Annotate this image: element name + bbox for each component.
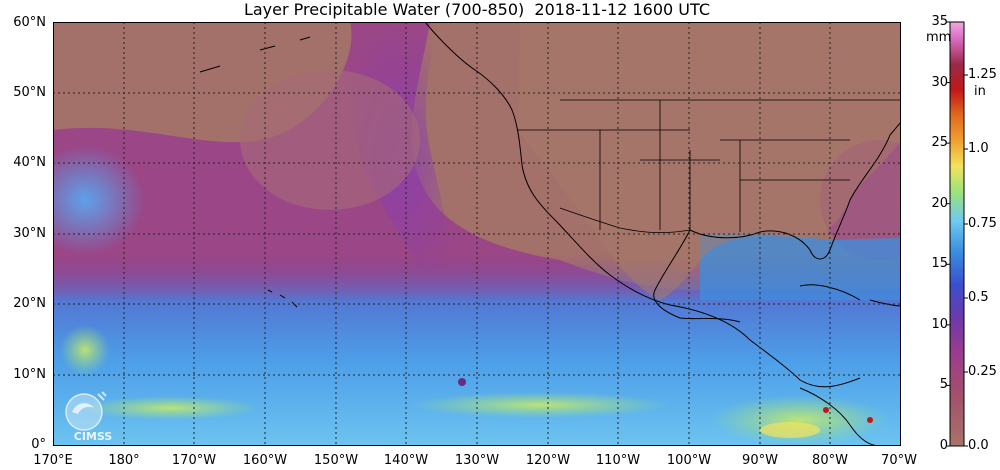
state-borders: [518, 100, 850, 232]
lat-label-60n: 60°N: [13, 15, 46, 30]
lat-label-0: 0°: [31, 437, 46, 452]
south-america-coastline: [799, 387, 881, 446]
red-spot-2: [867, 417, 873, 423]
colorbar-gradient: [949, 21, 965, 447]
colorbar-in-0-25: 0.25: [968, 364, 997, 379]
map-frame: [53, 22, 901, 446]
colorbar-in-0-0: 0.0: [968, 438, 989, 453]
colorbar-mm-35: 35: [931, 14, 948, 29]
colorbar-mm-10: 10: [931, 317, 948, 332]
gulf-atlantic-coastline: [689, 121, 901, 260]
colorbar-mm-30: 30: [931, 75, 948, 90]
dry-spot: [458, 378, 466, 386]
svg-text:CIMSS: CIMSS: [74, 430, 113, 443]
colorbar-mm-5: 5: [939, 377, 948, 392]
colorbar-in-unit: in: [974, 84, 986, 99]
colorbar-mm-unit: mm: [926, 30, 952, 45]
lon-label-170w: 170°W: [171, 453, 217, 468]
lat-label-10n: 10°N: [13, 367, 46, 382]
lon-label-120w: 120°W: [525, 453, 571, 468]
colorbar-mm-20: 20: [931, 196, 948, 211]
coastlines: [424, 22, 901, 446]
lon-label-150w: 150°W: [313, 453, 359, 468]
colorbar-in-0-5: 0.5: [968, 290, 989, 305]
colorbar: [946, 21, 968, 447]
colorbar-mm-25: 25: [931, 135, 948, 150]
map-title: Layer Precipitable Water (700-850) 2018-…: [243, 0, 711, 19]
colorbar-in-1-0: 1.0: [968, 141, 989, 156]
lat-label-50n: 50°N: [13, 85, 46, 100]
lon-label-170e: 170°E: [33, 453, 73, 468]
itcz-streak-central: [410, 392, 670, 418]
gulf-moisture: [700, 232, 901, 300]
dry-swirl: [240, 70, 420, 210]
itcz-streak-east: [710, 395, 890, 445]
lat-label-20n: 20°N: [13, 296, 46, 311]
colorbar-mm-0: 0: [939, 438, 948, 453]
lon-label-100w: 100°W: [666, 453, 712, 468]
green-patch-west: [60, 325, 110, 375]
lon-label-110w: 110°W: [595, 453, 641, 468]
lon-label-90w: 90°W: [742, 453, 778, 468]
lon-label-160w: 160°W: [242, 453, 288, 468]
aleutian-islands: [199, 36, 311, 73]
graticule: [53, 22, 901, 446]
lon-label-140w: 140°W: [383, 453, 429, 468]
colorbar-mm-ticks: [946, 21, 950, 447]
cimss-logo: CIMSS: [65, 391, 113, 443]
red-spot: [823, 407, 829, 413]
field-layer: [53, 22, 901, 446]
us-mexico-border: [559, 207, 691, 233]
north-america-land: [518, 22, 901, 300]
lon-label-80w: 80°W: [812, 453, 848, 468]
mexico-coastline: [653, 229, 741, 323]
lon-label-130w: 130°W: [454, 453, 500, 468]
west-pacific-moist-patch: [53, 145, 145, 255]
pacific-coastline: [424, 22, 861, 388]
colorbar-in-ticks: [964, 74, 968, 447]
lon-label-180: 180°: [108, 453, 140, 468]
itcz-streak-west: [80, 396, 260, 420]
colorbar-in-0-75: 0.75: [968, 216, 997, 231]
colorbar-mm-15: 15: [931, 256, 948, 271]
lon-label-70w: 70°W: [881, 453, 917, 468]
yellow-patch: [760, 422, 820, 438]
lat-label-30n: 30°N: [13, 226, 46, 241]
colorbar-in-1-25: 1.25: [968, 67, 997, 82]
lat-label-40n: 40°N: [13, 155, 46, 170]
